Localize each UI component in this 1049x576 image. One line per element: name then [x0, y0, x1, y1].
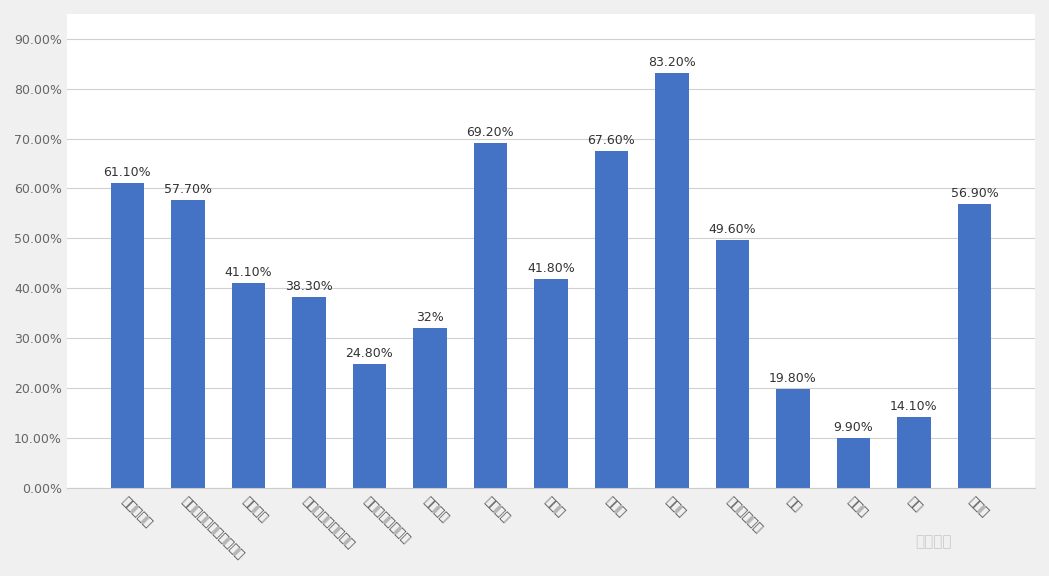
Text: 57.70%: 57.70% [164, 183, 212, 196]
Text: 9.90%: 9.90% [834, 421, 874, 434]
Bar [656, 73, 688, 488]
Bar [111, 183, 144, 488]
Bar [715, 240, 749, 488]
Bar [413, 328, 447, 488]
Bar [232, 283, 265, 488]
Text: 无癌家园: 无癌家园 [916, 534, 951, 549]
Text: 83.20%: 83.20% [648, 56, 695, 69]
Text: 38.30%: 38.30% [285, 280, 333, 293]
Bar [171, 200, 205, 488]
Bar [352, 364, 386, 488]
Text: 14.10%: 14.10% [891, 400, 938, 414]
Text: 61.10%: 61.10% [104, 166, 151, 179]
Text: 41.10%: 41.10% [224, 266, 273, 279]
Bar [595, 150, 628, 488]
Bar [897, 418, 930, 488]
Text: 19.80%: 19.80% [769, 372, 817, 385]
Bar [837, 438, 870, 488]
Text: 32%: 32% [416, 311, 444, 324]
Text: 41.80%: 41.80% [527, 262, 575, 275]
Text: 56.90%: 56.90% [950, 187, 999, 200]
Bar [534, 279, 568, 488]
Bar [293, 297, 325, 488]
Text: 69.20%: 69.20% [467, 126, 514, 139]
Bar [474, 142, 507, 488]
Text: 67.60%: 67.60% [587, 134, 636, 146]
Text: 49.60%: 49.60% [709, 223, 756, 236]
Text: 24.80%: 24.80% [345, 347, 393, 360]
Bar [958, 204, 991, 488]
Bar [776, 389, 810, 488]
